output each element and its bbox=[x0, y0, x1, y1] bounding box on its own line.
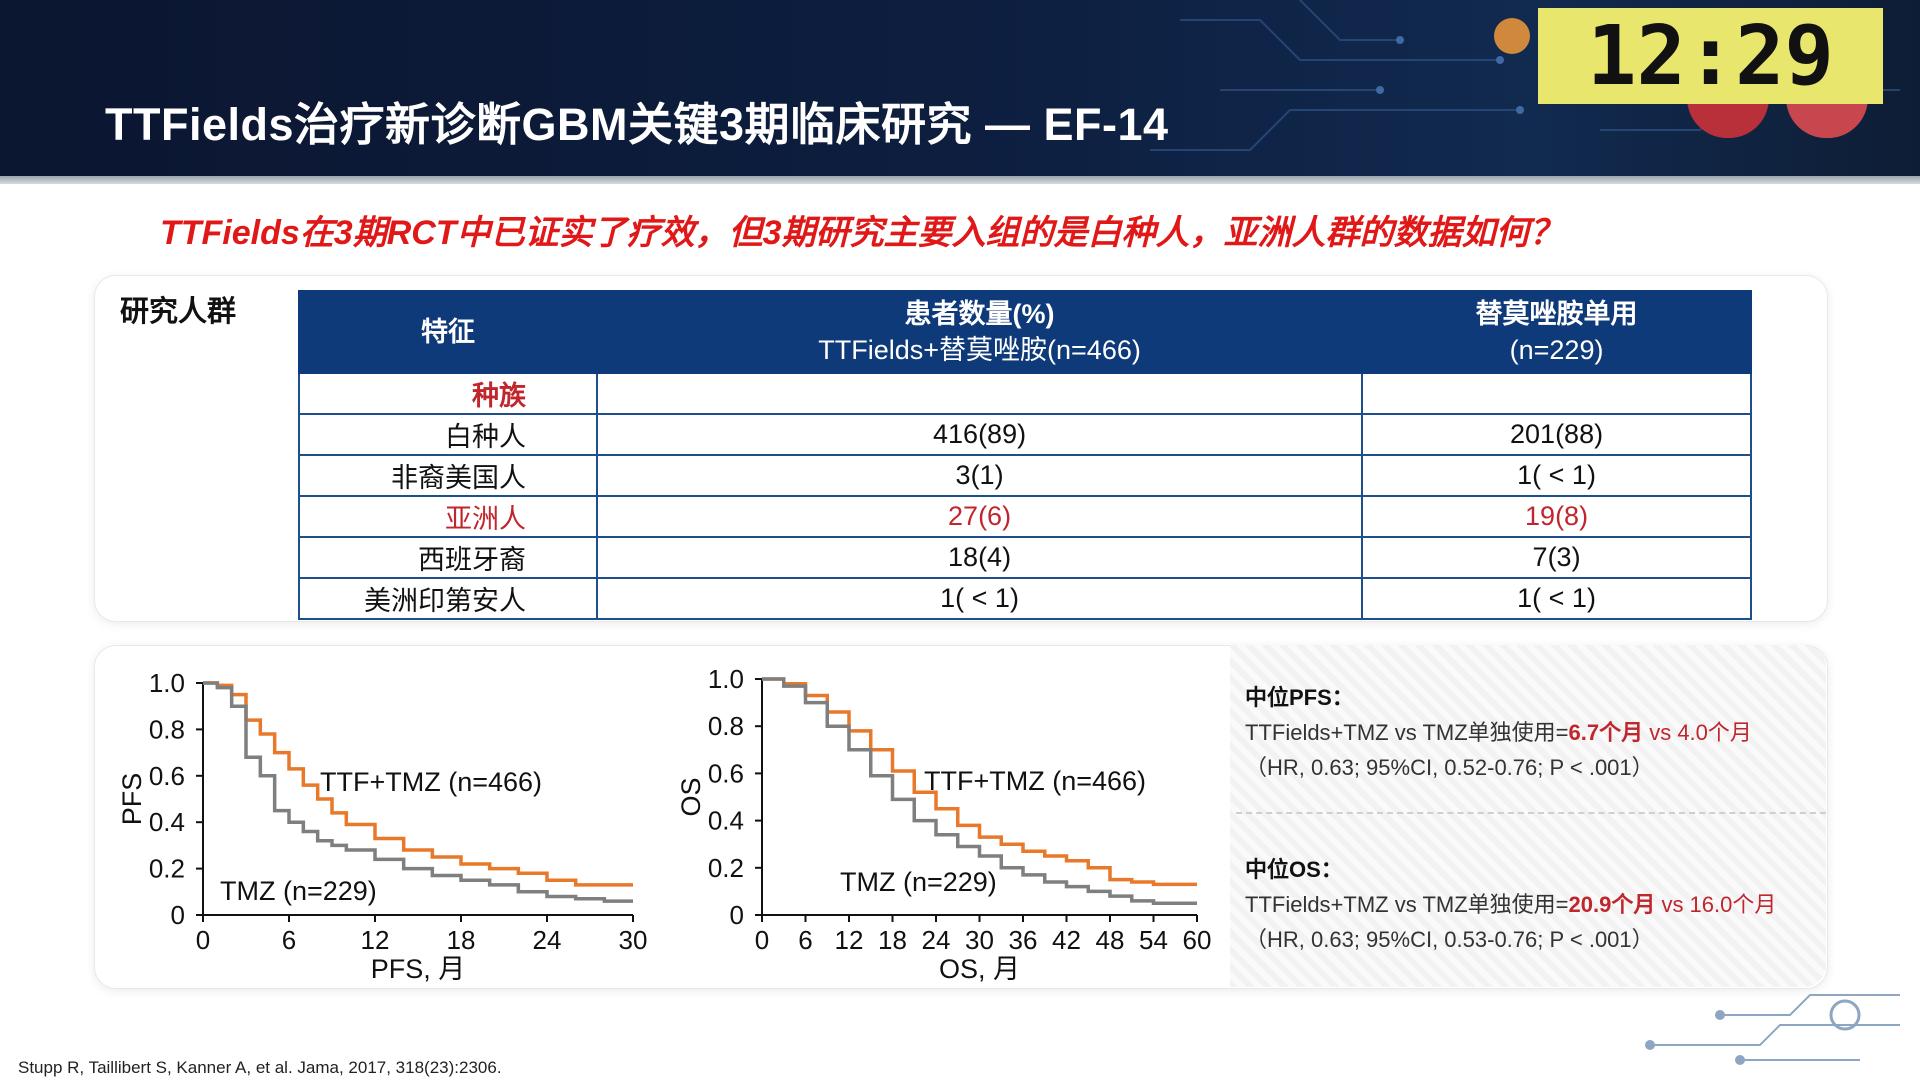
population-table: 特征 患者数量(%) TTFields+替莫唑胺(n=466) 替莫唑胺单用 (… bbox=[298, 290, 1752, 620]
table-row: 非裔美国人 3(1) 1( < 1) bbox=[298, 454, 1752, 497]
citation: Stupp R, Taillibert S, Kanner A, et al. … bbox=[18, 1058, 502, 1077]
header-ttf: 患者数量(%) TTFields+替莫唑胺(n=466) bbox=[595, 290, 1364, 374]
x-tick-label: 24 bbox=[533, 925, 562, 955]
table-row-highlight: 亚洲人 27(6) 19(8) bbox=[298, 495, 1752, 538]
y-tick-label: 0.2 bbox=[708, 853, 744, 883]
pfs-stat-title: 中位PFS： bbox=[1245, 685, 1354, 710]
km-curve-0 bbox=[762, 677, 1197, 887]
x-tick-label: 18 bbox=[447, 925, 476, 955]
table-row: 西班牙裔 18(4) 7(3) bbox=[298, 536, 1752, 579]
x-tick-label: 36 bbox=[1009, 925, 1038, 955]
x-tick-label: 6 bbox=[798, 925, 812, 955]
x-tick-label: 12 bbox=[835, 925, 864, 955]
series-label: TTF+TMZ (n=466) bbox=[320, 767, 542, 797]
y-tick-label: 0.4 bbox=[708, 806, 744, 836]
os-chart: 00.20.40.60.81.00 6 12 18 24 30 36 42 48 54 60OS, … bbox=[676, 664, 1212, 984]
circuit-decoration bbox=[1150, 0, 1900, 151]
series-label: TMZ (n=229) bbox=[840, 867, 997, 897]
y-tick-label: 0.6 bbox=[149, 761, 185, 791]
table-group-row: 种族 bbox=[298, 372, 1752, 415]
y-tick-label: 1.0 bbox=[149, 668, 185, 698]
y-tick-label: 0.8 bbox=[149, 714, 185, 744]
y-tick-label: 0.8 bbox=[708, 711, 744, 741]
os-stat-line: TTFields+TMZ vs TMZ单独使用=20.9个月 vs 16.0个月 bbox=[1245, 892, 1777, 917]
km-curve-0 bbox=[203, 681, 633, 887]
series-label: TTF+TMZ (n=466) bbox=[924, 766, 1146, 796]
header-divider bbox=[0, 176, 1920, 184]
x-tick-label: 30 bbox=[619, 925, 648, 955]
header-tmz: 替莫唑胺单用 (n=229) bbox=[1361, 290, 1752, 374]
y-tick-label: 0 bbox=[730, 900, 744, 930]
page-title: TTFields治疗新诊断GBM关键3期临床研究 — EF-14 bbox=[105, 99, 1169, 150]
y-axis-label: PFS bbox=[117, 773, 147, 826]
x-axis-label: PFS, 月 bbox=[371, 954, 466, 984]
os-stat-ci: （HR, 0.63; 95%CI, 0.53-0.76; P < .001） bbox=[1245, 927, 1654, 952]
x-tick-label: 18 bbox=[878, 925, 907, 955]
y-tick-label: 1.0 bbox=[708, 664, 744, 694]
km-curve-1 bbox=[203, 681, 633, 903]
timer-display: 12:29 bbox=[1538, 8, 1883, 104]
x-tick-label: 42 bbox=[1052, 925, 1081, 955]
x-tick-label: 0 bbox=[755, 925, 769, 955]
x-axis-label: OS, 月 bbox=[939, 954, 1020, 984]
x-tick-label: 48 bbox=[1096, 925, 1125, 955]
pfs-chart: 0 0.2 0.4 0.6 0.8 1.0 0 6 12 18 24 30 PFS, 月 PFS TTF+T… bbox=[117, 668, 648, 984]
y-tick-label: 0 bbox=[171, 900, 185, 930]
pfs-stat-ci: （HR, 0.63; 95%CI, 0.52-0.76; P < .001） bbox=[1245, 755, 1654, 780]
y-tick-label: 0.6 bbox=[708, 758, 744, 788]
x-tick-label: 0 bbox=[196, 925, 210, 955]
key-question: TTFields在3期RCT中已证实了疗效，但3期研究主要入组的是白种人，亚洲人… bbox=[160, 214, 1564, 252]
y-axis-label: OS bbox=[676, 777, 706, 816]
y-tick-label: 0.2 bbox=[149, 854, 185, 884]
x-tick-label: 6 bbox=[282, 925, 296, 955]
pfs-stat-line: TTFields+TMZ vs TMZ单独使用=6.7个月 vs 4.0个月 bbox=[1245, 720, 1752, 745]
circuit-corner-decoration bbox=[1645, 994, 1900, 1065]
header-feature: 特征 bbox=[298, 290, 598, 374]
table-header-row: 特征 患者数量(%) TTFields+替莫唑胺(n=466) 替莫唑胺单用 (… bbox=[298, 290, 1752, 374]
x-tick-label: 30 bbox=[965, 925, 994, 955]
x-tick-label: 12 bbox=[361, 925, 390, 955]
x-tick-label: 24 bbox=[922, 925, 951, 955]
x-tick-label: 60 bbox=[1183, 925, 1212, 955]
table-row: 白种人 416(89) 201(88) bbox=[298, 413, 1752, 456]
stats-panel bbox=[1230, 645, 1826, 987]
table-row: 美洲印第安人 1( < 1) 1( < 1) bbox=[298, 577, 1752, 620]
stats-divider bbox=[1236, 812, 1826, 814]
section-label: 研究人群 bbox=[120, 296, 237, 328]
km-curve-1 bbox=[762, 677, 1197, 905]
group-label: 种族 bbox=[298, 372, 598, 415]
os-stat-title: 中位OS： bbox=[1245, 857, 1343, 882]
y-tick-label: 0.4 bbox=[149, 807, 185, 837]
series-label: TMZ (n=229) bbox=[220, 876, 377, 906]
x-tick-label: 54 bbox=[1139, 925, 1168, 955]
